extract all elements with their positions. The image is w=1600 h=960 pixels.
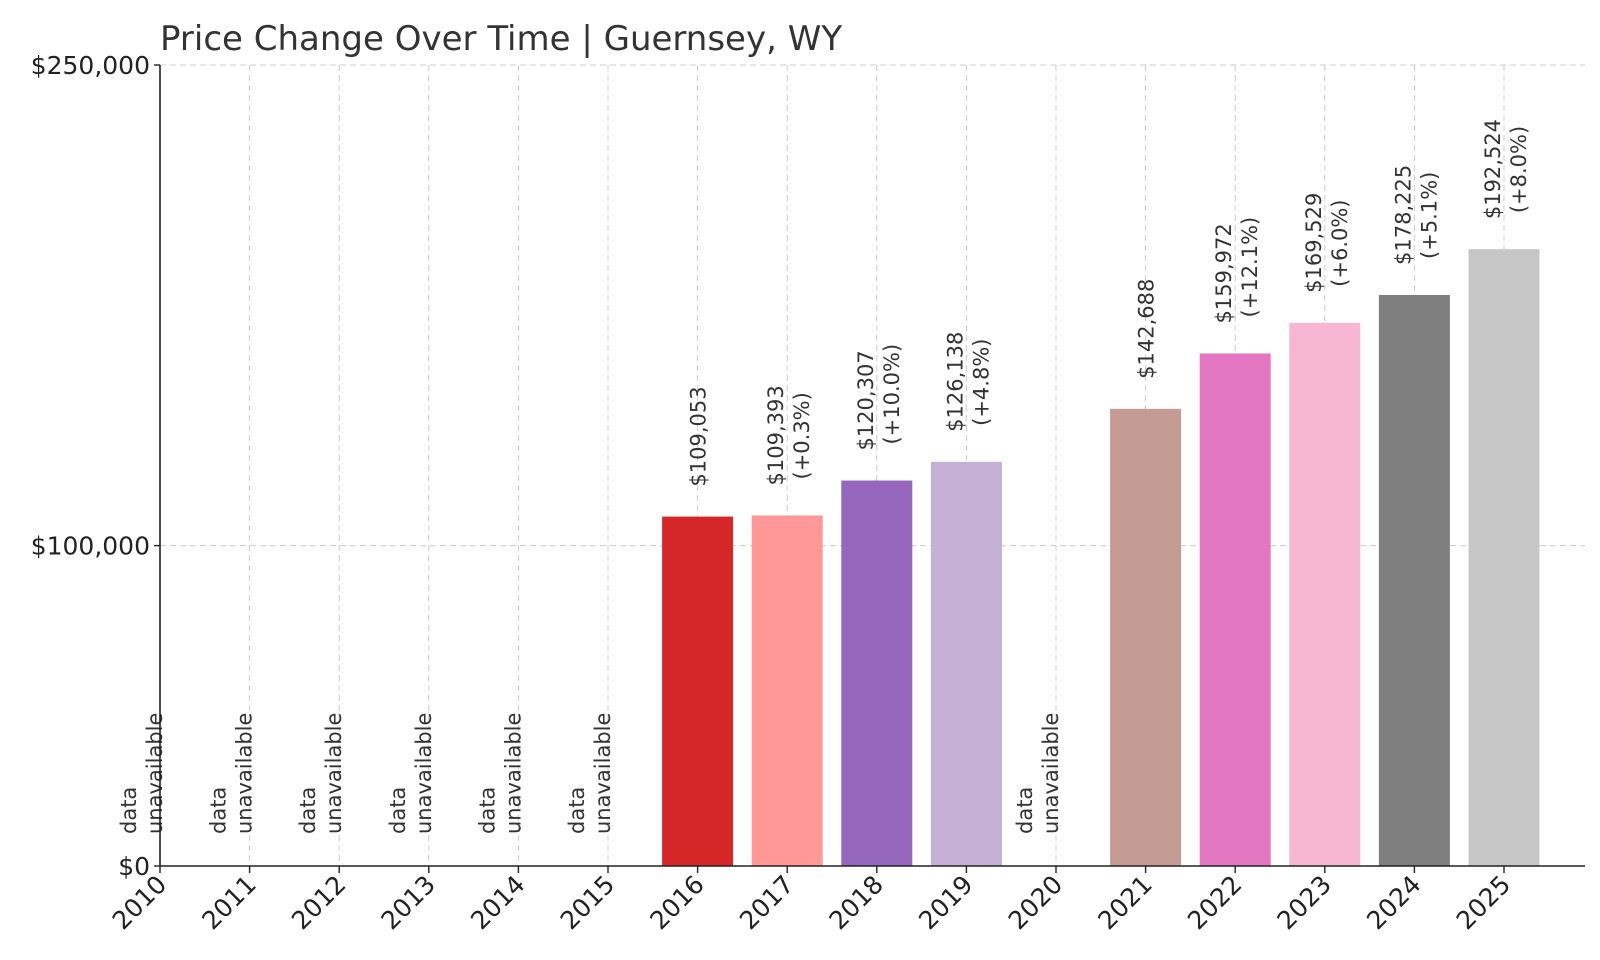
x-tick-label: 2025: [1451, 870, 1516, 935]
unavailable-line: data: [386, 787, 410, 834]
unavailable-line: data: [565, 787, 589, 834]
unavailable-line: data: [1013, 787, 1037, 834]
x-axis-ticks: 2010 2011 2012 2013 2014 2015 2016 2017 2018 2019…: [107, 866, 1516, 935]
bar-2024: [1378, 294, 1450, 866]
bar-change-label: (+12.1%): [1238, 217, 1262, 318]
bar-2016: [662, 516, 734, 866]
x-tick-label: 2024: [1361, 870, 1426, 935]
unavailable-line: unavailable: [412, 713, 436, 834]
x-tick-label: 2017: [734, 870, 799, 935]
x-tick-label: 2021: [1092, 870, 1157, 935]
x-tick-label: 2016: [644, 870, 709, 935]
unavailable-line: data: [117, 787, 141, 834]
data-unavailable-label: dataunavailable: [117, 713, 167, 834]
x-tick-label: 2013: [376, 870, 441, 935]
chart-title: Price Change Over Time | Guernsey, WY: [160, 19, 842, 59]
unavailable-line: data: [296, 787, 320, 834]
data-unavailable-label: dataunavailable: [565, 713, 615, 834]
unavailable-line: unavailable: [233, 713, 257, 834]
data-unavailable-label: dataunavailable: [1013, 713, 1063, 834]
bar-change-label: (+10.0%): [880, 344, 904, 445]
bar-value-label: $126,138: [943, 332, 967, 432]
bar-value-label: $109,053: [687, 386, 711, 486]
bars: [662, 249, 1540, 867]
data-unavailable-label: dataunavailable: [296, 713, 346, 834]
y-tick-label: $250,000: [31, 51, 150, 80]
x-tick-label: 2020: [1003, 870, 1068, 935]
unavailable-line: unavailable: [591, 713, 615, 834]
unavailable-line: data: [475, 787, 499, 834]
bar-value-label: $159,972: [1212, 223, 1236, 323]
bar-2023: [1289, 322, 1361, 866]
y-tick-label: $100,000: [31, 532, 150, 561]
bar-2018: [841, 480, 913, 866]
bar-change-label: (+6.0%): [1328, 199, 1352, 286]
bar-value-label: $109,393: [764, 385, 788, 485]
unavailable-line: data: [207, 787, 231, 834]
bar-change-label: (+5.1%): [1417, 172, 1441, 259]
data-unavailable-label: dataunavailable: [386, 713, 436, 834]
x-tick-label: 2022: [1182, 870, 1247, 935]
unavailable-line: unavailable: [143, 713, 167, 834]
unavailable-line: unavailable: [322, 713, 346, 834]
data-unavailable-label: dataunavailable: [475, 713, 525, 834]
y-axis-ticks: $0 $100,000 $250,000: [31, 51, 160, 881]
bar-2021: [1110, 408, 1182, 866]
y-tick-label: $0: [118, 852, 150, 881]
bar-change-label: (+0.3%): [790, 392, 814, 479]
x-tick-label: 2012: [286, 870, 351, 935]
bar-value-label: $142,688: [1135, 279, 1159, 379]
x-tick-label: 2023: [1272, 870, 1337, 935]
unavailable-line: unavailable: [1039, 713, 1063, 834]
bar-change-label: (+4.8%): [969, 339, 993, 426]
bar-change-label: (+8.0%): [1507, 126, 1531, 213]
bar-value-label: $169,529: [1302, 193, 1326, 293]
bar-value-label: $178,225: [1391, 165, 1415, 265]
unavailable-line: unavailable: [501, 713, 525, 834]
bar-value-label: $120,307: [854, 350, 878, 450]
x-tick-label: 2011: [196, 870, 261, 935]
bar-2019: [930, 461, 1002, 866]
bar-2017: [751, 515, 823, 866]
data-unavailable-label: dataunavailable: [207, 713, 257, 834]
x-tick-label: 2014: [465, 870, 530, 935]
x-tick-label: 2015: [555, 870, 620, 935]
bar-2025: [1468, 249, 1540, 867]
bar-labels: dataunavailable dataunavailable dataunavai…: [117, 119, 1531, 834]
bar-value-label: $192,524: [1481, 119, 1505, 219]
x-tick-label: 2018: [824, 870, 889, 935]
x-tick-label: 2019: [913, 870, 978, 935]
bar-2022: [1199, 353, 1271, 866]
